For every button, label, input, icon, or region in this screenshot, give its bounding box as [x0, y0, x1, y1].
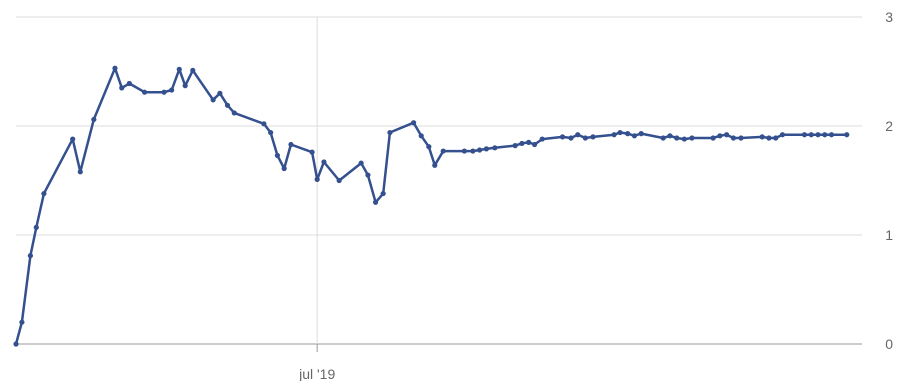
data-point: [724, 132, 730, 138]
data-point: [611, 132, 617, 138]
data-point: [539, 136, 545, 142]
data-point: [274, 152, 281, 159]
y-tick-label: 0: [885, 336, 893, 352]
y-tick-label: 1: [885, 227, 893, 243]
data-point: [372, 199, 379, 205]
data-point: [210, 97, 216, 103]
data-point: [365, 172, 371, 178]
data-point: [710, 135, 716, 141]
data-point: [717, 133, 723, 139]
data-point: [387, 129, 393, 136]
data-point: [19, 319, 25, 325]
data-point: [730, 135, 737, 141]
data-point: [461, 148, 467, 154]
data-point: [224, 102, 231, 108]
data-point: [526, 139, 532, 145]
data-point: [432, 162, 438, 168]
x-tick-label: jul '19: [298, 366, 335, 381]
data-point: [288, 141, 294, 148]
data-point: [801, 132, 808, 138]
data-point: [667, 133, 673, 139]
data-point: [70, 136, 76, 142]
data-point: [568, 135, 574, 141]
data-point: [41, 190, 47, 197]
data-point: [492, 145, 498, 151]
data-point: [828, 132, 835, 138]
data-point: [531, 141, 538, 148]
data-point: [559, 134, 566, 140]
data-point: [470, 148, 476, 154]
data-point: [231, 110, 237, 116]
data-point: [822, 132, 828, 138]
data-point: [169, 87, 175, 93]
data-point: [773, 135, 779, 141]
data-point: [689, 135, 695, 141]
data-point: [217, 90, 223, 96]
data-point: [617, 129, 623, 136]
data-point: [738, 135, 744, 141]
data-point: [815, 132, 821, 138]
series-line: [14, 66, 849, 346]
data-point: [119, 85, 125, 91]
data-point: [91, 116, 97, 123]
data-point: [477, 147, 483, 153]
data-point: [512, 143, 518, 149]
data-point: [268, 129, 274, 136]
data-point: [674, 135, 680, 141]
data-point: [582, 135, 588, 141]
data-point: [483, 146, 489, 152]
data-point: [519, 140, 525, 147]
data-point: [33, 224, 39, 230]
data-point: [638, 131, 644, 137]
data-point: [625, 131, 631, 137]
data-point: [281, 165, 287, 172]
data-point: [418, 133, 424, 139]
data-point: [808, 132, 814, 138]
data-point: [766, 135, 772, 141]
data-point: [575, 132, 581, 138]
y-tick-label: 3: [885, 9, 893, 25]
data-point: [844, 132, 850, 138]
data-point: [112, 65, 118, 71]
data-point: [27, 253, 33, 259]
data-point: [440, 148, 446, 154]
data-point: [161, 89, 167, 95]
data-point: [411, 120, 417, 126]
data-point: [182, 83, 188, 89]
data-point: [77, 169, 83, 175]
data-point: [358, 160, 364, 166]
data-point: [336, 177, 342, 184]
data-point: [759, 134, 765, 140]
data-point: [13, 341, 19, 347]
data-point: [314, 176, 320, 183]
data-point: [309, 149, 315, 155]
data-point: [426, 144, 432, 150]
data-point: [321, 159, 327, 165]
data-point: [261, 121, 267, 127]
data-point: [176, 66, 182, 72]
y-tick-label: 2: [885, 118, 893, 134]
data-point: [126, 80, 132, 87]
data-point: [141, 89, 148, 95]
data-point: [660, 135, 666, 141]
data-point: [681, 136, 687, 142]
data-point: [779, 132, 786, 138]
data-point: [380, 190, 386, 197]
data-point: [190, 67, 196, 74]
data-point: [631, 133, 638, 139]
data-point: [590, 134, 596, 140]
